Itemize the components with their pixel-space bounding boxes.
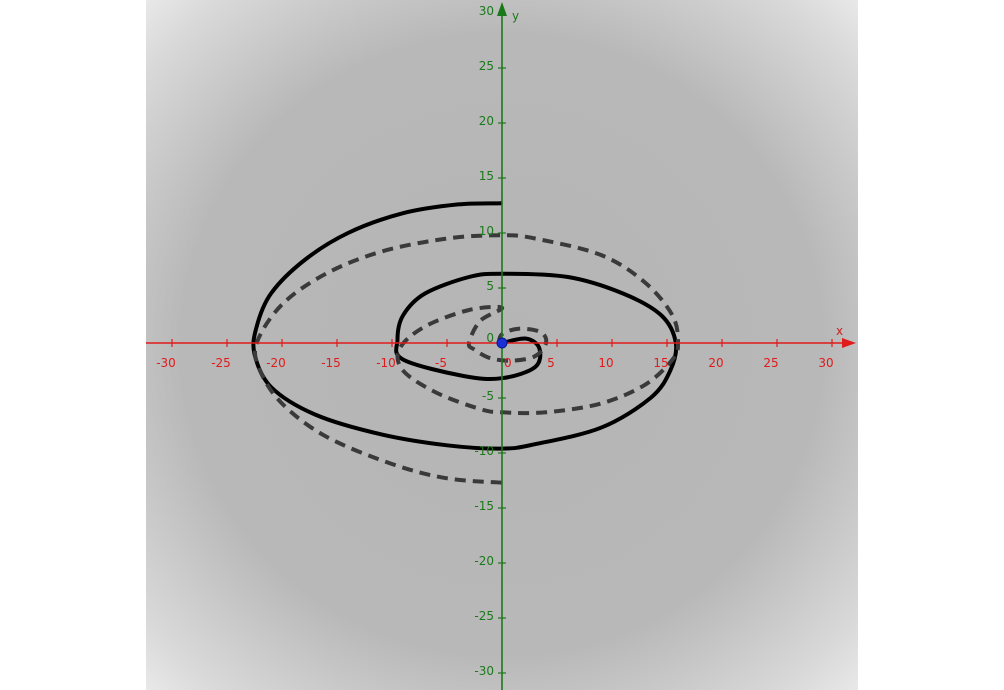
y-tick-label: -10 bbox=[474, 444, 494, 458]
y-tick-label: -5 bbox=[482, 389, 494, 403]
y-tick-label: 20 bbox=[479, 114, 494, 128]
x-axis-label: x bbox=[836, 324, 843, 338]
y-tick-label: 25 bbox=[479, 59, 494, 73]
x-axis-arrow bbox=[842, 338, 856, 348]
x-tick-label: -5 bbox=[435, 356, 447, 370]
x-tick-label: -20 bbox=[266, 356, 286, 370]
y-axis-label: y bbox=[512, 9, 519, 23]
y-tick-label: -25 bbox=[474, 609, 494, 623]
x-tick-label: -30 bbox=[156, 356, 176, 370]
y-tick-label: -20 bbox=[474, 554, 494, 568]
x-tick-label: 30 bbox=[818, 356, 833, 370]
y-tick-label: 0 bbox=[486, 331, 494, 345]
x-tick-label: 10 bbox=[598, 356, 613, 370]
series-line-1-solid bbox=[251, 201, 679, 451]
y-tick-label: 5 bbox=[486, 279, 494, 293]
x-tick-label: 20 bbox=[708, 356, 723, 370]
y-tick-label: 30 bbox=[479, 4, 494, 18]
plot-area[interactable]: -30 -25 -20 -15 -10 -5 0 5 10 15 20 25 30 30 25 20 15 10… bbox=[146, 0, 858, 690]
y-tick-label: 15 bbox=[479, 169, 494, 183]
x-ticks: -30 -25 -20 -15 -10 -5 0 5 10 15 20 25 30 bbox=[156, 339, 834, 370]
x-tick-label: 5 bbox=[547, 356, 555, 370]
y-tick-label: -30 bbox=[474, 664, 494, 678]
y-tick-label: -15 bbox=[474, 499, 494, 513]
marker-layer bbox=[496, 337, 508, 349]
x-tick-label: 0 bbox=[504, 356, 512, 370]
x-tick-label: 25 bbox=[763, 356, 778, 370]
series-line-2-dashed bbox=[253, 233, 680, 485]
origin-point bbox=[496, 337, 508, 349]
x-tick-label: 15 bbox=[653, 356, 668, 370]
y-tick-label: 10 bbox=[479, 224, 494, 238]
y-ticks: 30 25 20 15 10 5 0 -5 -10 -15 -20 -25 -30 bbox=[474, 4, 506, 678]
curves-layer bbox=[251, 201, 680, 485]
x-tick-label: -15 bbox=[321, 356, 341, 370]
graphics-view[interactable]: -30 -25 -20 -15 -10 -5 0 5 10 15 20 25 30 30 25 20 15 10… bbox=[146, 0, 858, 690]
x-tick-label: -25 bbox=[211, 356, 231, 370]
x-tick-label: -10 bbox=[376, 356, 396, 370]
